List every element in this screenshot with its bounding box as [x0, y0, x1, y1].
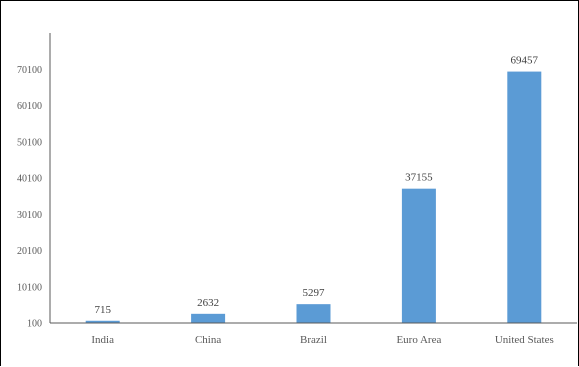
y-tick-label: 10100 — [17, 282, 42, 293]
y-tick-label: 40100 — [17, 174, 42, 185]
data-label: 69457 — [511, 55, 539, 67]
data-label: 715 — [94, 304, 111, 316]
y-tick-label: 30100 — [17, 210, 42, 221]
bar-united-states — [507, 71, 542, 323]
y-axis-ticks: 100 10100 20100 30100 40100 50100 60100 70100 — [17, 65, 42, 330]
y-tick-label: 20100 — [17, 246, 42, 257]
bar-china — [191, 313, 226, 323]
y-tick-label: 60100 — [17, 101, 42, 112]
x-category-label: Euro Area — [396, 334, 441, 346]
y-tick-label: 50100 — [17, 137, 42, 148]
y-tick-label: 70100 — [17, 65, 42, 76]
bar-euro-area — [401, 188, 436, 323]
x-category-label: United States — [495, 334, 554, 346]
data-label: 2632 — [197, 297, 219, 309]
x-category-label: India — [91, 334, 114, 346]
bar-india — [85, 320, 120, 323]
x-category-label: China — [195, 334, 221, 346]
x-category-label: Brazil — [300, 334, 327, 346]
data-label: 37155 — [405, 172, 433, 184]
y-tick-label: 100 — [27, 319, 42, 330]
bar-brazil — [296, 304, 331, 323]
bars — [85, 71, 542, 323]
data-labels: 715 2632 5297 37155 69457 — [94, 55, 538, 316]
data-label: 5297 — [303, 287, 326, 299]
x-axis-categories: India China Brazil Euro Area United States — [91, 334, 553, 346]
